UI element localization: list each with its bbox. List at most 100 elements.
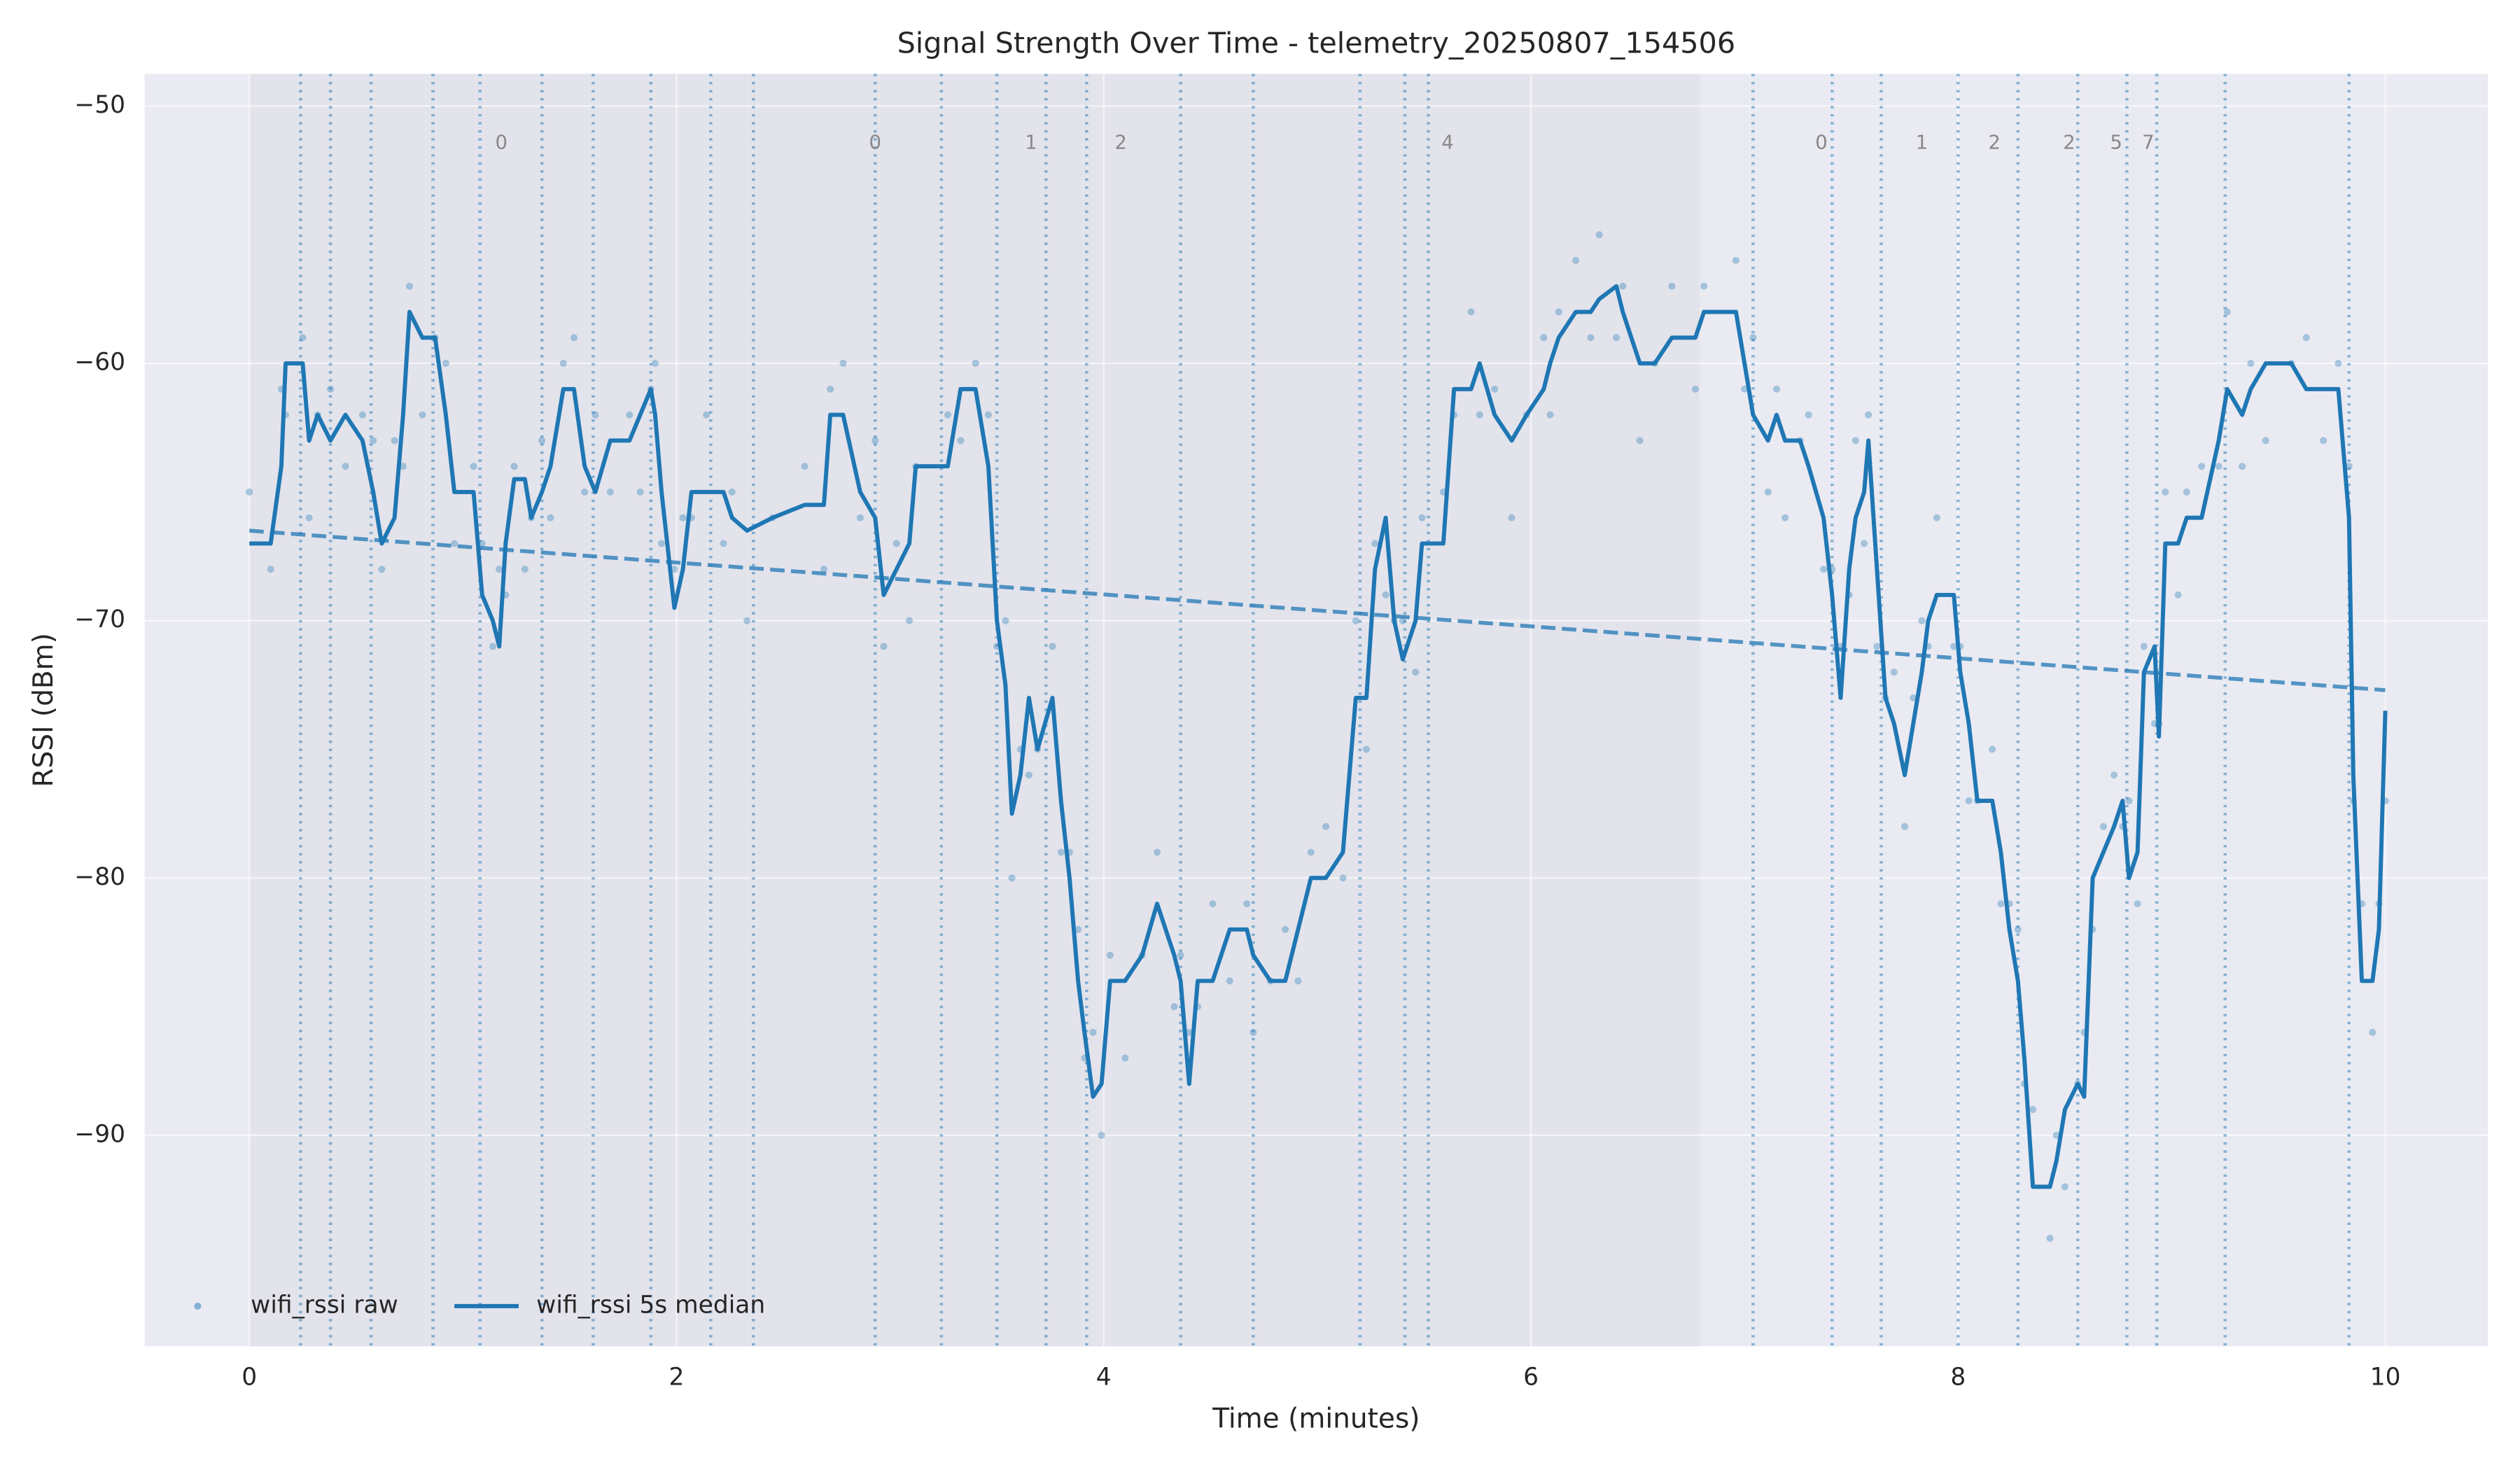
raw-point bbox=[1595, 231, 1603, 239]
raw-point bbox=[944, 411, 952, 419]
raw-point bbox=[1782, 514, 1789, 522]
raw-point bbox=[1057, 848, 1065, 856]
annotation: 2 bbox=[2063, 131, 2076, 153]
legend-marker bbox=[194, 1302, 202, 1310]
raw-point bbox=[1307, 848, 1315, 856]
raw-point bbox=[592, 411, 599, 419]
raw-point bbox=[2052, 1131, 2060, 1139]
raw-point bbox=[1185, 1028, 1193, 1036]
annotation: 0 bbox=[869, 131, 881, 153]
raw-point bbox=[1764, 488, 1772, 496]
raw-point bbox=[2174, 591, 2182, 598]
raw-point bbox=[820, 566, 828, 573]
raw-point bbox=[2162, 488, 2169, 496]
chart-title: Signal Strength Over Time - telemetry_20… bbox=[897, 26, 1736, 59]
raw-point bbox=[728, 488, 736, 496]
raw-point bbox=[1965, 797, 1973, 805]
median-line bbox=[249, 284, 2388, 1189]
raw-point bbox=[489, 643, 497, 650]
y-axis-label: RSSI (dBm) bbox=[28, 633, 59, 787]
raw-point bbox=[559, 360, 567, 368]
raw-point bbox=[2369, 1028, 2376, 1036]
raw-point bbox=[1820, 566, 1828, 573]
raw-point bbox=[2198, 463, 2206, 470]
raw-point bbox=[2239, 463, 2246, 470]
raw-point bbox=[2345, 463, 2353, 470]
raw-point bbox=[2223, 308, 2231, 316]
raw-point bbox=[1691, 385, 1700, 393]
raw-point bbox=[1352, 617, 1359, 624]
raw-point bbox=[2014, 925, 2022, 933]
annotation: 4 bbox=[1441, 131, 1454, 153]
raw-point bbox=[305, 514, 313, 522]
raw-point bbox=[1025, 771, 1032, 779]
y-tick-label: −60 bbox=[74, 349, 125, 377]
raw-point bbox=[1121, 1054, 1129, 1062]
raw-point bbox=[1587, 334, 1595, 342]
raw-point bbox=[972, 360, 979, 368]
raw-point bbox=[1865, 411, 1872, 419]
raw-point bbox=[720, 540, 727, 547]
raw-point bbox=[496, 566, 503, 573]
raw-point bbox=[906, 617, 913, 624]
raw-point bbox=[651, 360, 659, 368]
raw-point bbox=[1467, 308, 1475, 316]
raw-point bbox=[1851, 437, 1859, 444]
x-axis-label: Time (minutes) bbox=[1212, 1403, 1420, 1434]
raw-point bbox=[1177, 951, 1184, 959]
y-tick-label: −50 bbox=[74, 91, 125, 119]
raw-point bbox=[1491, 385, 1499, 393]
raw-point bbox=[626, 411, 634, 419]
raw-point bbox=[606, 488, 614, 496]
raw-point bbox=[2247, 360, 2255, 368]
raw-point bbox=[1732, 257, 1740, 265]
raw-point bbox=[636, 488, 644, 496]
raw-point bbox=[957, 437, 965, 444]
raw-point bbox=[1008, 874, 1016, 882]
raw-point bbox=[581, 488, 589, 496]
raw-point bbox=[801, 463, 808, 470]
annotation: 1 bbox=[1025, 131, 1037, 153]
raw-point bbox=[478, 540, 486, 547]
raw-point bbox=[679, 514, 687, 522]
raw-point bbox=[370, 437, 377, 444]
raw-point bbox=[399, 463, 407, 470]
raw-point bbox=[2099, 822, 2107, 830]
raw-point bbox=[827, 385, 834, 393]
raw-point bbox=[1933, 514, 1940, 522]
raw-point bbox=[1910, 694, 1917, 702]
annotation: 2 bbox=[1114, 131, 1127, 153]
raw-point bbox=[391, 437, 398, 444]
raw-point bbox=[880, 643, 888, 650]
raw-point bbox=[246, 488, 253, 496]
annotation: 2 bbox=[1988, 131, 2001, 153]
raw-point bbox=[743, 617, 751, 624]
raw-point bbox=[1282, 925, 1289, 933]
raw-point bbox=[856, 514, 864, 522]
raw-point bbox=[2134, 899, 2141, 908]
raw-point bbox=[1250, 1028, 1257, 1036]
raw-point bbox=[1243, 899, 1251, 908]
x-tick-label: 8 bbox=[1950, 1364, 1966, 1392]
x-tick-label: 10 bbox=[2370, 1364, 2401, 1392]
raw-point bbox=[521, 566, 528, 573]
raw-point bbox=[1555, 308, 1562, 316]
raw-point bbox=[1074, 925, 1082, 933]
raw-point bbox=[1918, 617, 1926, 624]
raw-point bbox=[671, 566, 678, 573]
raw-point bbox=[872, 437, 879, 444]
raw-point bbox=[267, 566, 274, 573]
raw-point bbox=[1619, 282, 1627, 290]
raw-point bbox=[703, 411, 710, 419]
raw-point bbox=[1572, 257, 1580, 265]
raw-point bbox=[1950, 643, 1958, 650]
raw-point bbox=[1540, 334, 1548, 342]
annotation: 1 bbox=[1916, 131, 1928, 153]
raw-point bbox=[378, 566, 386, 573]
raw-point bbox=[2334, 360, 2342, 368]
raw-point bbox=[2215, 463, 2222, 470]
raw-point bbox=[405, 282, 414, 290]
raw-point bbox=[1700, 282, 1708, 290]
raw-point bbox=[1546, 411, 1554, 419]
